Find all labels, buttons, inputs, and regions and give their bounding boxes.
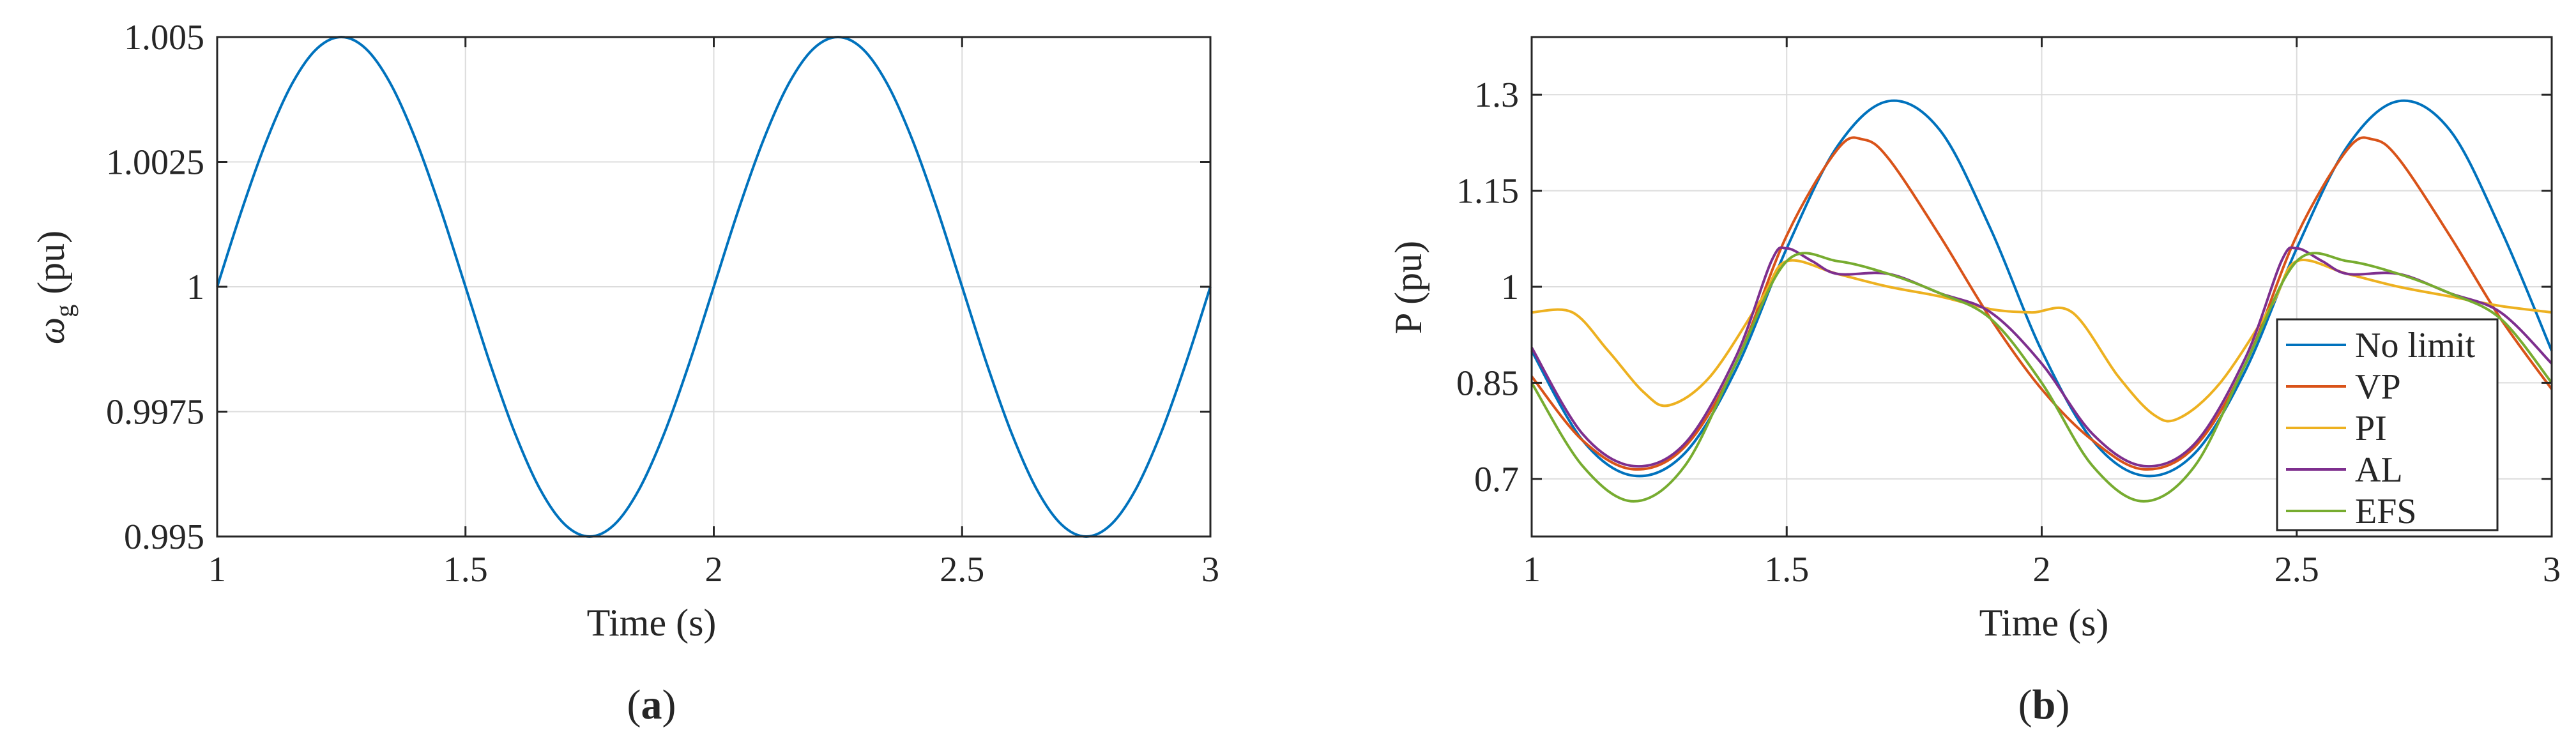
x-tick-label: 1.5 xyxy=(443,550,488,590)
y-tick-label: 1.0025 xyxy=(106,143,204,183)
panel-label-a: (a) xyxy=(627,681,676,728)
series-line-al xyxy=(1530,246,2553,468)
x-tick-label: 2 xyxy=(2033,550,2051,590)
y-axis-label-a: ωg (pu) xyxy=(30,231,79,344)
x-tick-label: 2 xyxy=(705,550,723,590)
panel-label-b: (b) xyxy=(2018,681,2070,728)
y-axis-unit-a: (pu) xyxy=(30,231,72,294)
legend-label-no-limit: No limit xyxy=(2355,326,2476,365)
ticks-a xyxy=(216,36,1212,538)
y-axis-symbol-a: ω xyxy=(30,317,72,344)
x-tick-label: 1.5 xyxy=(1764,550,1809,590)
x-tick-label: 2.5 xyxy=(2275,550,2319,590)
y-tick-label: 0.9975 xyxy=(106,393,204,432)
x-tick-labels-a: 1 1.5 2 2.5 3 xyxy=(208,550,1219,590)
y-tick-label: 0.7 xyxy=(1474,460,1519,499)
x-tick-label: 3 xyxy=(1201,550,1219,590)
series-layer-a xyxy=(216,36,1212,538)
chart-panel-a: 1 1.5 2 2.5 3 0.995 0.9975 1 1.0025 1.005 Time (… xyxy=(30,18,1219,728)
series-line-efs xyxy=(1530,252,2553,503)
y-tick-label: 1 xyxy=(1501,268,1519,307)
x-axis-label-b: Time (s) xyxy=(1979,602,2109,644)
chart-panel-b: 1 1.5 2 2.5 3 0.7 0.85 1 1.15 1.3 Time (s) P (pu… xyxy=(1387,36,2561,728)
series-line-a xyxy=(216,36,1212,538)
y-tick-label: 1.005 xyxy=(124,18,204,57)
x-tick-label: 3 xyxy=(2543,550,2561,590)
y-tick-label: 1.3 xyxy=(1474,75,1519,115)
legend-label-al: AL xyxy=(2355,450,2403,490)
x-tick-label: 1 xyxy=(208,550,226,590)
series-layer-b xyxy=(1530,99,2553,503)
x-tick-labels-b: 1 1.5 2 2.5 3 xyxy=(1523,550,2561,590)
y-tick-labels-b: 0.7 0.85 1 1.15 1.3 xyxy=(1456,75,1519,499)
y-tick-label: 0.995 xyxy=(124,517,204,557)
legend-box xyxy=(2276,318,2499,531)
y-tick-label: 0.85 xyxy=(1456,363,1519,403)
x-tick-label: 2.5 xyxy=(940,550,984,590)
y-tick-label: 1.15 xyxy=(1456,172,1519,211)
x-tick-label: 1 xyxy=(1523,550,1541,590)
legend-label-efs: EFS xyxy=(2355,492,2417,531)
legend-label-vp: VP xyxy=(2355,367,2401,407)
y-tick-label: 1 xyxy=(187,268,204,307)
y-axis-label-b: P (pu) xyxy=(1387,241,1429,334)
y-axis-subscript-a: g xyxy=(50,305,79,317)
x-axis-label-a: Time (s) xyxy=(587,602,717,644)
ticks-b xyxy=(1530,37,2553,537)
legend-label-pi: PI xyxy=(2355,409,2387,448)
y-tick-labels-a: 0.995 0.9975 1 1.0025 1.005 xyxy=(106,18,204,557)
